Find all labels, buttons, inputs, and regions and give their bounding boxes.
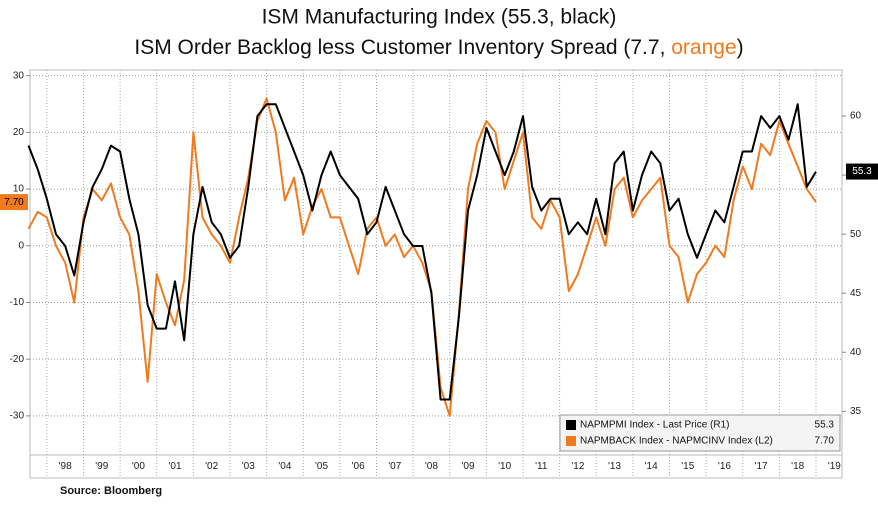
chart-title: ISM Manufacturing Index (55.3, black) [262,6,617,29]
legend-box [559,414,841,452]
x-tick-label: '01 [169,461,182,472]
x-tick-label: '17 [755,461,768,472]
x-tick-label: '07 [388,461,401,472]
x-tick-label: '00 [132,461,145,472]
legend-label: NAPMPMI Index - Last Price (R1) [580,420,729,431]
last-value-label: 7.70 [4,197,24,208]
y-tick-label: 10 [13,184,25,195]
x-tick-label: '18 [791,461,804,472]
last-value-label: 55.3 [852,166,872,177]
y-tick-label: -30 [10,411,25,422]
x-tick-label: '02 [205,461,218,472]
y-tick-label: -20 [10,354,25,365]
y2-tick-label: 40 [850,347,862,358]
y2-tick-label: 45 [850,288,862,299]
legend-label: NAPMBACK Index - NAPMCINV Index (L2) [580,436,773,447]
y-tick-label: -10 [10,297,25,308]
x-tick-label: '16 [718,461,731,472]
x-tick-label: '03 [242,461,255,472]
series-line [27,97,817,417]
y2-tick-label: 35 [850,406,862,417]
last-value-box [0,194,28,211]
x-tick-label: '15 [681,461,694,472]
chart-subtitle: ISM Order Backlog less Customer Inventor… [134,36,743,59]
y2-tick-label: 50 [850,229,862,240]
y-tick-label: 30 [13,70,25,81]
y-tick-label: 0 [18,240,24,251]
plot-area [29,69,843,456]
legend-swatch [566,436,576,446]
subtitle-part: ) [737,36,744,59]
x-tick-label: '05 [315,461,328,472]
x-tick-label: '98 [59,461,72,472]
x-tick-label: '10 [498,461,511,472]
x-tick-label: '09 [462,461,475,472]
subtitle-part: ISM Order Backlog less Customer Inventor… [134,36,671,59]
x-tick-label: '13 [608,461,621,472]
y2-tick-label: 60 [850,111,862,122]
legend-value: 55.3 [815,420,835,431]
legend-swatch [566,420,576,430]
x-tick-label: '06 [352,461,365,472]
x-tick-label: '19 [828,461,841,472]
x-tick-label: '12 [571,461,584,472]
x-tick-label: '08 [425,461,438,472]
x-tick-label: '11 [535,461,548,472]
x-tick-label: '14 [645,461,658,472]
x-axis-band [29,454,843,479]
last-value-box [846,163,878,180]
x-tick-label: '04 [278,461,291,472]
legend-value: 7.70 [815,436,835,447]
series-line [27,103,817,401]
y-tick-label: 20 [13,127,25,138]
subtitle-part: orange [671,36,736,59]
x-tick-label: '99 [95,461,108,472]
source-note: Source: Bloomberg [60,485,162,497]
